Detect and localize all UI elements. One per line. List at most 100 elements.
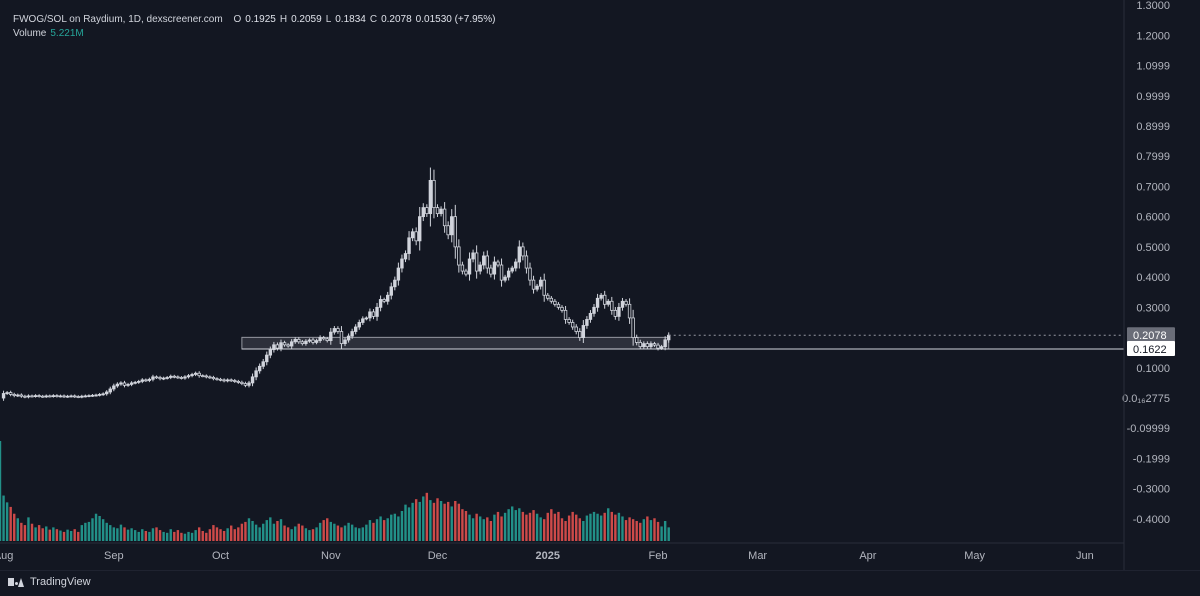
tradingview-brand[interactable]: TradingView [8,576,91,588]
volume-bar [16,518,19,541]
volume-bar [322,520,325,541]
candle [261,361,265,367]
volume-bar [13,513,16,541]
candle [126,384,130,386]
volume-label[interactable]: Volume [13,28,47,39]
candle [496,261,500,266]
volume-bar [226,528,229,541]
volume-bar [62,531,66,541]
volume-bar [607,508,610,541]
volume-bar [329,521,332,541]
volume-bar [333,523,336,541]
candle [183,376,187,379]
candle [307,339,312,342]
candle [553,300,557,305]
candle [62,395,66,398]
volume-bar [294,526,297,541]
volume-bar [148,531,151,541]
chart-canvas[interactable]: 1.3000 1.2000 1.0999 0.9999 0.8999 0.7999 0.70… [0,0,1200,570]
last-price-label-bg [1127,327,1175,343]
candle [108,388,112,393]
volume-bar [272,523,276,541]
candle [48,395,52,398]
volume-bar [20,522,23,541]
volume-bar [354,527,357,541]
volume-bar [98,516,101,541]
candle [37,395,41,398]
candle [23,395,27,398]
candle [314,340,319,343]
candle [638,342,642,348]
candle [243,383,248,386]
volume-bar [308,530,311,541]
volume-bar [222,531,226,541]
volume-bar [336,525,340,541]
price-tick-label: 1.0999 [1136,61,1170,73]
footer-bar: TradingView [0,570,1200,596]
candle [556,303,561,308]
candle [506,270,511,278]
candle [26,395,31,398]
candle [65,395,70,398]
volume-bar [176,530,180,541]
candle [197,372,201,377]
volume-bar [393,513,397,541]
candle [578,331,582,338]
close-value: 0.2078 [381,14,412,25]
candle [329,331,333,341]
time-axis[interactable]: Aug Sep Oct Nov Dec 2025 Feb Mar Apr May Jun [0,0,1125,570]
candle [204,375,209,378]
candle [410,231,415,239]
time-tick-label: 2025 [536,550,560,562]
candle [318,337,322,341]
candle [485,255,490,269]
price-tick-label: 0.0₁₆2775 [1122,393,1170,405]
volume-bar [656,521,660,541]
candle [190,374,194,377]
volume-bar [137,531,140,541]
candle [83,395,88,398]
candle [289,341,294,347]
volume-bar [489,521,493,541]
last-price-label: 0.2078 [1127,327,1175,343]
volume-bar [240,523,244,541]
volume-bar [230,525,233,541]
candle [570,322,575,328]
candle [474,252,479,272]
open-value: 0.1925 [245,14,276,25]
candle [268,349,273,356]
symbol-title[interactable]: FWOG/SOL on Raydium, 1D, dexscreener.com [13,14,223,25]
volume-bar [575,514,578,541]
volume-bar [187,531,190,541]
candle [69,395,73,398]
candle [446,225,450,236]
time-tick-label: Jun [1076,550,1094,562]
volume-bar [126,529,130,541]
candle [16,394,20,397]
candle [531,279,536,290]
candle [464,270,468,275]
price-tick-label: 0.8999 [1136,121,1170,133]
candle [105,391,109,395]
volume-bar [528,512,532,541]
volume-bar [318,522,322,541]
volume-bar [155,527,158,541]
candle [453,216,457,248]
volume-bar [361,527,365,541]
price-axis[interactable]: 1.3000 1.2000 1.0999 0.9999 0.8999 0.7999 0.70… [1122,0,1170,526]
volume-bar [624,520,628,541]
volume-bar [173,531,176,541]
candle [400,258,404,269]
candle [361,318,365,323]
volume-bar [525,514,528,541]
candle [403,253,408,260]
candle [1,393,6,399]
candle [321,337,326,340]
volume-bar [109,525,112,541]
candle [542,279,546,296]
candle [172,375,176,378]
candle [147,378,152,381]
volume-bar [557,511,560,541]
volume-bar [52,527,55,541]
